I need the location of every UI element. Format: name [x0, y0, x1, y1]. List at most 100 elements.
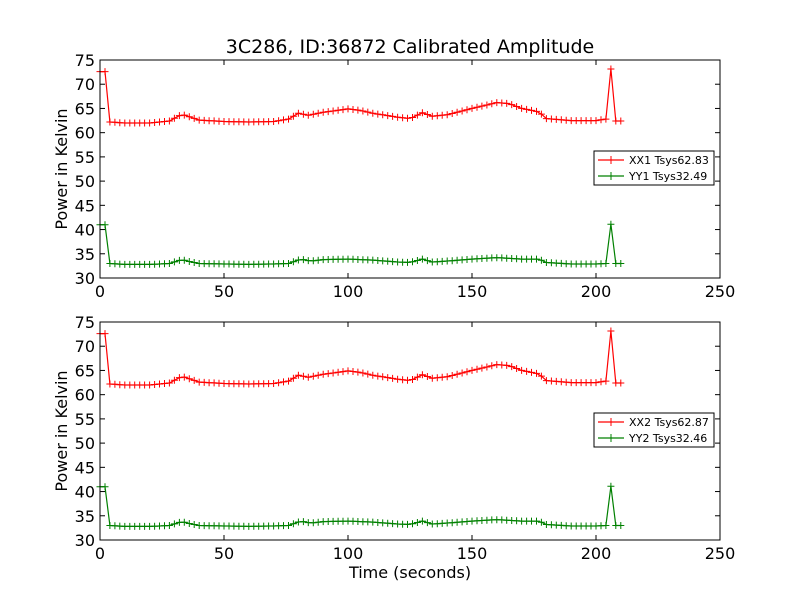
data-point [185, 258, 193, 265]
data-point [299, 256, 307, 264]
data-point [617, 260, 625, 267]
data-point [404, 114, 411, 122]
data-point [409, 376, 416, 383]
data-point [270, 118, 278, 125]
data-point [533, 107, 540, 115]
data-point [617, 379, 625, 387]
data-point [384, 374, 392, 382]
data-point [537, 518, 545, 526]
data-point [533, 517, 540, 525]
data-point [289, 374, 297, 382]
data-point [289, 520, 297, 528]
data-point [309, 257, 317, 265]
data-point [180, 373, 188, 381]
data-point [537, 110, 545, 118]
data-point [339, 368, 347, 376]
data-point [344, 105, 352, 113]
data-point [359, 369, 367, 377]
data-point [404, 258, 411, 266]
data-point [180, 518, 188, 526]
data-point [533, 255, 540, 263]
legend-frame [593, 412, 715, 448]
data-point [349, 106, 357, 113]
data-point [592, 117, 600, 125]
legend-label: XX2 Tsys62.87 [629, 416, 709, 429]
data-point [443, 373, 451, 381]
data-point [285, 115, 292, 123]
data-point [270, 380, 278, 387]
data-point [488, 362, 496, 370]
data-point [448, 372, 456, 379]
data-point [170, 376, 178, 384]
data-point [458, 107, 466, 115]
data-point [473, 365, 481, 373]
x-tick-label: 0 [95, 544, 105, 563]
data-point [592, 379, 600, 387]
data-point [314, 371, 322, 379]
data-point [289, 258, 297, 266]
data-point [334, 368, 342, 376]
data-point [354, 368, 362, 376]
data-point [508, 101, 516, 109]
data-point [523, 105, 531, 113]
data-point [324, 370, 332, 378]
data-point [379, 373, 387, 381]
y-tick-label: 45 [75, 458, 95, 477]
data-point [607, 327, 615, 335]
data-point [185, 113, 193, 121]
legend-marker [607, 434, 615, 442]
data-point [413, 257, 421, 264]
data-point [423, 519, 431, 527]
data-point [607, 65, 615, 73]
data-point [418, 255, 426, 263]
data-point [285, 260, 292, 267]
data-point [294, 109, 302, 117]
data-point [185, 375, 193, 383]
y-tick-label: 70 [75, 337, 95, 356]
data-point [309, 519, 317, 527]
y-tick-label: 35 [75, 245, 95, 264]
legend-marker [607, 418, 615, 426]
series-line [100, 330, 621, 386]
data-point [374, 110, 382, 118]
legend-marker [607, 156, 615, 164]
data-point [165, 260, 173, 267]
data-point [275, 379, 283, 387]
legend: XX1 Tsys62.83 YY1 Tsys32.49 [593, 150, 715, 186]
x-tick-label: 50 [214, 282, 234, 301]
data-point [314, 518, 322, 526]
data-point [334, 106, 342, 114]
data-point [513, 365, 521, 372]
data-point [602, 260, 610, 267]
data-point [418, 109, 426, 117]
data-point [602, 115, 610, 123]
legend-frame [593, 150, 715, 186]
data-point [503, 361, 511, 369]
data-point [280, 378, 287, 386]
data-point [349, 368, 357, 375]
y-tick-label: 65 [75, 361, 95, 380]
data-point [443, 111, 451, 119]
legend: XX2 Tsys62.87 YY2 Tsys32.46 [593, 412, 715, 448]
data-point [304, 373, 312, 381]
data-point [344, 367, 352, 375]
legend-label: YY1 Tsys32.49 [628, 170, 707, 183]
y-tick-label: 45 [75, 196, 95, 215]
y-tick-label: 70 [75, 75, 95, 94]
data-point [384, 112, 392, 120]
data-point [170, 520, 178, 528]
data-point [170, 114, 178, 122]
bottom-panel: 0 50 100 150 200 250 30 35 40 45 50 55 60 65 70 75 Power… [52, 313, 735, 563]
y-tick-label: 65 [75, 99, 95, 118]
data-point [404, 520, 411, 528]
x-tick-label: 200 [581, 544, 612, 563]
data-point [473, 103, 481, 111]
data-point [468, 366, 476, 374]
data-point [508, 363, 516, 371]
y-tick-label: 75 [75, 313, 95, 332]
data-point [423, 111, 431, 118]
data-point [597, 378, 605, 386]
data-point [369, 371, 377, 379]
data-point [418, 371, 426, 379]
y-tick-label: 60 [75, 386, 95, 405]
